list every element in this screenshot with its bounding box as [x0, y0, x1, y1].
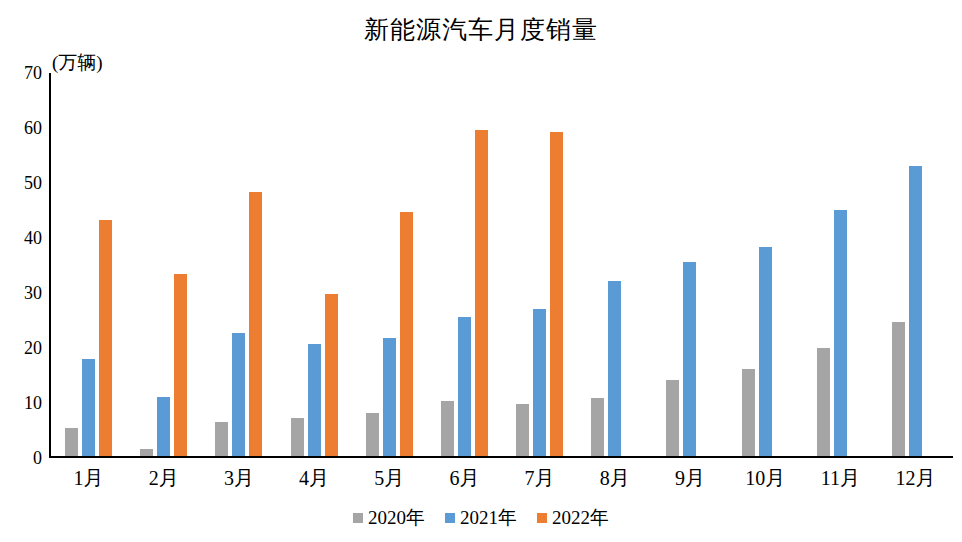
- bar-2020年-11月: [817, 348, 830, 458]
- y-axis-line: [49, 73, 51, 458]
- legend-swatch-2020年: [353, 513, 363, 523]
- bar-2021年-2月: [157, 397, 170, 458]
- x-axis-line: [49, 456, 953, 458]
- y-axis-tick-label-60: 60: [0, 117, 42, 139]
- bar-group-9月: [652, 73, 727, 458]
- y-axis-tick-label-10: 10: [0, 392, 42, 414]
- bar-2021年-12月: [909, 166, 922, 458]
- bar-2022年-2月: [174, 274, 187, 458]
- legend-label-2022年: 2022年: [552, 506, 609, 530]
- legend-swatch-2021年: [445, 513, 455, 523]
- bar-2020年-8月: [591, 398, 604, 458]
- bar-group-8月: [577, 73, 652, 458]
- bar-2021年-5月: [383, 338, 396, 458]
- bar-2020年-6月: [441, 401, 454, 458]
- x-axis-tick-label-9月: 9月: [652, 466, 727, 490]
- bar-2020年-3月: [215, 422, 228, 458]
- x-axis-tick-label-12月: 12月: [878, 466, 953, 490]
- bar-group-6月: [427, 73, 502, 458]
- bar-2020年-12月: [892, 322, 905, 458]
- x-axis-tick-label-4月: 4月: [277, 466, 352, 490]
- y-axis-tick-label-20: 20: [0, 337, 42, 359]
- x-axis-tick-label-1月: 1月: [51, 466, 126, 490]
- legend-label-2020年: 2020年: [368, 506, 425, 530]
- bar-2022年-1月: [99, 220, 112, 458]
- legend-swatch-2022年: [537, 513, 547, 523]
- bar-group-7月: [502, 73, 577, 458]
- bar-group-10月: [728, 73, 803, 458]
- bar-2020年-4月: [291, 418, 304, 458]
- x-axis-tick-label-3月: 3月: [201, 466, 276, 490]
- bar-group-5月: [352, 73, 427, 458]
- legend-item-2021年: 2021年: [445, 506, 517, 530]
- bar-2021年-4月: [308, 344, 321, 458]
- x-axis-tick-label-2月: 2月: [126, 466, 201, 490]
- y-axis-tick-label-50: 50: [0, 172, 42, 194]
- bar-group-4月: [277, 73, 352, 458]
- x-axis-tick-label-5月: 5月: [352, 466, 427, 490]
- y-axis-tick-label-70: 70: [0, 62, 42, 84]
- nev-monthly-sales-chart: 新能源汽车月度销量 (万辆) 010203040506070 1月2月3月4月5…: [0, 0, 962, 542]
- y-axis-tick-label-40: 40: [0, 227, 42, 249]
- chart-title: 新能源汽车月度销量: [0, 13, 962, 46]
- bar-2022年-5月: [400, 212, 413, 458]
- bar-2020年-9月: [666, 380, 679, 458]
- x-axis-tick-label-8月: 8月: [577, 466, 652, 490]
- bar-2022年-4月: [325, 294, 338, 458]
- x-axis-tick-label-11月: 11月: [803, 466, 878, 490]
- x-axis-tick-labels: 1月2月3月4月5月6月7月8月9月10月11月12月: [51, 466, 953, 490]
- bar-2022年-6月: [475, 130, 488, 458]
- bar-2020年-10月: [742, 369, 755, 458]
- bar-2020年-5月: [366, 413, 379, 458]
- bar-2021年-6月: [458, 317, 471, 458]
- x-axis-tick-label-10月: 10月: [728, 466, 803, 490]
- bar-group-12月: [878, 73, 953, 458]
- bar-2021年-7月: [533, 309, 546, 458]
- bar-2022年-7月: [550, 132, 563, 458]
- bar-2021年-9月: [683, 262, 696, 458]
- y-axis-tick-label-30: 30: [0, 282, 42, 304]
- y-axis-tick-label-0: 0: [0, 447, 42, 469]
- bar-group-1月: [51, 73, 126, 458]
- bar-2022年-3月: [249, 192, 262, 458]
- bar-2021年-1月: [82, 359, 95, 458]
- bar-2021年-8月: [608, 281, 621, 458]
- legend-item-2022年: 2022年: [537, 506, 609, 530]
- plot-area: [51, 73, 953, 458]
- legend-item-2020年: 2020年: [353, 506, 425, 530]
- chart-legend: 2020年 2021年 2022年: [0, 506, 962, 530]
- bar-2021年-3月: [232, 333, 245, 458]
- x-axis-tick-label-6月: 6月: [427, 466, 502, 490]
- legend-label-2021年: 2021年: [460, 506, 517, 530]
- bar-2020年-1月: [65, 428, 78, 458]
- bar-group-11月: [803, 73, 878, 458]
- x-axis-tick-label-7月: 7月: [502, 466, 577, 490]
- bar-group-3月: [201, 73, 276, 458]
- bar-group-2月: [126, 73, 201, 458]
- bar-2020年-7月: [516, 404, 529, 458]
- bar-2021年-11月: [834, 210, 847, 458]
- bar-2021年-10月: [759, 247, 772, 458]
